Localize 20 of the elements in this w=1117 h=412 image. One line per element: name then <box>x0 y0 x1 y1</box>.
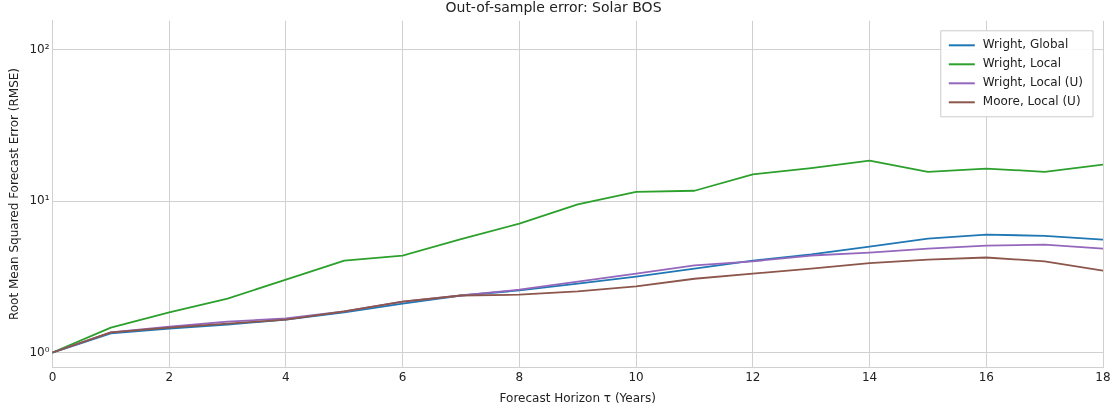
legend-label: Wright, Local (U) <box>982 75 1084 90</box>
x-tick-label: 14 <box>861 369 878 384</box>
y-tick-label: 10² <box>29 41 50 56</box>
x-tick-label: 4 <box>282 369 290 384</box>
x-axis-title: Forecast Horizon τ (Years) <box>499 390 656 405</box>
x-tick-label: 10 <box>628 369 644 384</box>
legend-label: Moore, Local (U) <box>982 94 1081 109</box>
legend-label: Wright, Local <box>982 56 1062 71</box>
x-tick-label: 0 <box>48 369 57 384</box>
x-tick-label: 2 <box>165 369 174 384</box>
x-tick-label: 12 <box>745 369 761 384</box>
x-tick-label: 18 <box>1095 369 1111 384</box>
y-tick-label: 10⁰ <box>29 344 50 359</box>
y-tick-label: 10¹ <box>29 193 50 208</box>
y-axis-title: Root Mean Squared Forecast Error (RMSE) <box>7 67 22 321</box>
legend-label: Wright, Global <box>982 37 1069 52</box>
chart-title: Out-of-sample error: Solar BOS <box>445 0 662 16</box>
x-tick-label: 6 <box>398 369 407 384</box>
x-tick-label: 16 <box>978 369 994 384</box>
x-tick-label: 8 <box>515 369 524 384</box>
